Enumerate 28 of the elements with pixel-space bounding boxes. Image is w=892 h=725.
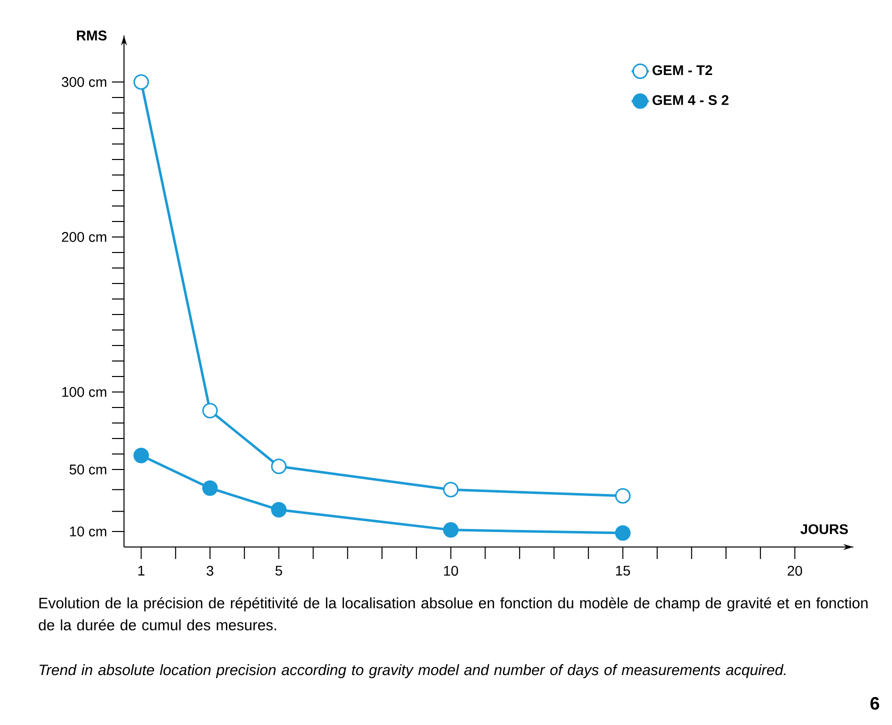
y-axis-title: RMS (76, 30, 107, 40)
y-tick-label: 100 cm (62, 387, 106, 397)
legend-label: GEM - T2 (652, 65, 712, 76)
x-tick-label: 15 (616, 566, 630, 576)
point (202, 480, 218, 496)
x-tick-label: 5 (275, 566, 282, 576)
text: Trend in absolute location precision according to gravity model and number of days of measurements acquired. (40, 664, 786, 678)
point (615, 525, 631, 541)
y-tick-label: 10 cm (70, 526, 106, 536)
text: 6 (870, 697, 880, 710)
point (133, 448, 149, 464)
point (615, 488, 631, 504)
y-tick-label: 300 cm (62, 77, 106, 87)
point (271, 502, 287, 518)
y-tick-label: 50 cm (70, 464, 106, 474)
legend-label: GEM 4 - S 2 (652, 95, 728, 106)
text: Evolution de la précision de répétitivité de la localisation absolue en fonction du modèle de champ de gravité et en fonction de la durée de cumul des mesures. (38, 597, 868, 630)
x-axis-title: JOURS (800, 524, 848, 534)
point (133, 74, 149, 90)
x-tick-label: 10 (444, 566, 458, 576)
y-tick-label: 200 cm (62, 232, 106, 242)
point (443, 522, 459, 538)
point (202, 402, 218, 418)
x-tick-label: 20 (788, 566, 802, 576)
point (443, 482, 459, 498)
x-tick-label: 3 (206, 566, 214, 576)
x-tick-label: 1 (138, 566, 144, 576)
point (271, 458, 287, 474)
